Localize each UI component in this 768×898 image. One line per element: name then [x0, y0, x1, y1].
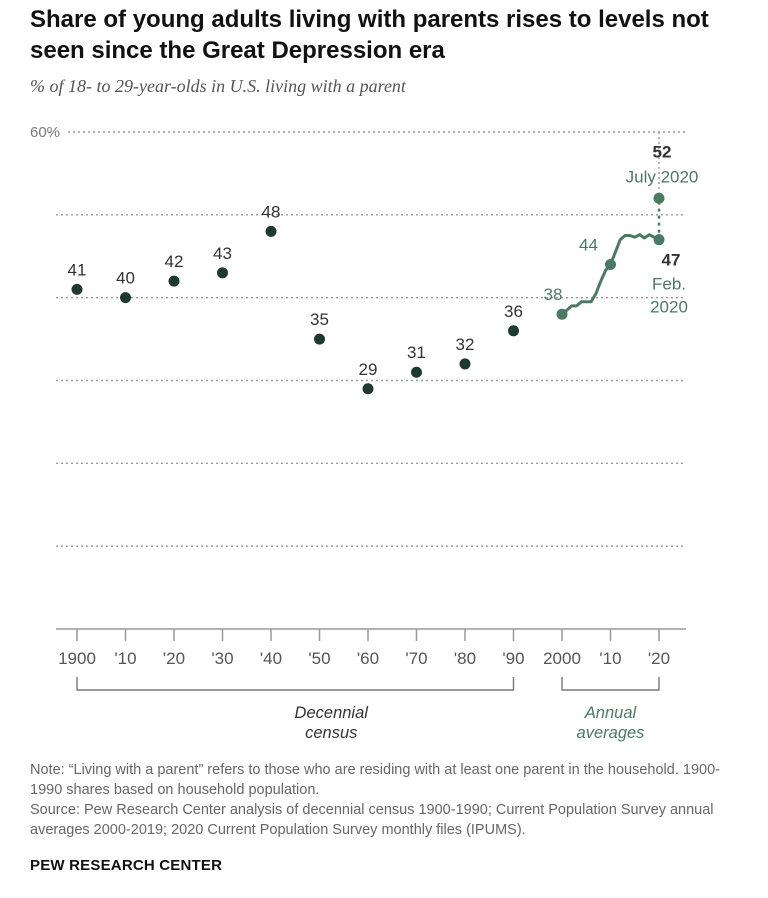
- x-tick-label: '70: [405, 649, 427, 668]
- x-tick-label: '60: [357, 649, 379, 668]
- data-point: [605, 259, 616, 271]
- data-point: [120, 292, 131, 304]
- annual-label: Annual: [584, 704, 638, 722]
- chart: 60% 1900 '10 '20 '30 '40 '50 '60 '70 '80 '90 2000 '…: [30, 124, 699, 742]
- x-tick-label: '30: [211, 649, 233, 668]
- decennial-bracket: [76, 677, 515, 691]
- data-label: 35: [310, 310, 329, 329]
- source-text: Source: Pew Research Center analysis of …: [30, 802, 714, 838]
- data-points: 41 40 42 43 48 35 29 31 32 36 38 44 47 Feb. 2020 52 July…: [68, 142, 699, 395]
- annual-series: [561, 132, 661, 316]
- x-tick-label: '20: [163, 649, 185, 668]
- chart-title: Share of young adults living with parent…: [30, 6, 709, 64]
- annotation-label: 2020: [650, 298, 688, 317]
- chart-subtitle: % of 18- to 29-year-olds in U.S. living …: [30, 76, 406, 96]
- y-tick-label: 60%: [30, 124, 60, 141]
- data-label: 40: [116, 269, 135, 288]
- x-tick-label: '10: [599, 649, 621, 668]
- annual-line: [561, 233, 660, 316]
- data-point-july-2020: [653, 192, 665, 204]
- data-label: 43: [213, 244, 232, 263]
- data-label: 48: [262, 202, 281, 221]
- data-label: 44: [579, 236, 598, 255]
- data-label: 31: [407, 343, 426, 362]
- gridlines: [56, 131, 686, 547]
- x-tick-label: 1900: [58, 649, 96, 668]
- note-text: Note: “Living with a parent” refers to t…: [30, 762, 720, 798]
- x-tick-label: '80: [454, 649, 476, 668]
- data-label: 38: [544, 285, 563, 304]
- x-axis: 1900 '10 '20 '30 '40 '50 '60 '70 '80 '90 2000 '10 '2…: [56, 628, 686, 668]
- data-point: [411, 366, 422, 378]
- brand-logo: PEW RESEARCH CENTER: [30, 857, 223, 874]
- data-label: 32: [456, 335, 475, 354]
- chart-notes: Note: “Living with a parent” refers to t…: [30, 760, 745, 840]
- data-label: 42: [165, 252, 184, 271]
- annotation-label: July 2020: [626, 167, 699, 186]
- group-brackets: Decennial census Annual averages: [76, 677, 660, 742]
- decennial-label: Decennial: [295, 704, 370, 722]
- data-label: 36: [504, 302, 523, 321]
- data-point-feb-2020: [653, 234, 665, 246]
- x-tick-label: 2000: [543, 649, 581, 668]
- decennial-label: census: [305, 724, 357, 742]
- data-point: [556, 308, 568, 320]
- data-point: [168, 275, 180, 287]
- data-label: 52: [653, 142, 672, 161]
- x-tick-label: '10: [114, 649, 136, 668]
- data-point: [362, 383, 374, 395]
- annual-bracket: [561, 677, 660, 691]
- annotation-label: Feb.: [652, 275, 686, 294]
- data-label: 47: [662, 251, 681, 270]
- x-tick-label: '40: [260, 649, 282, 668]
- data-point: [508, 325, 519, 337]
- data-point: [314, 333, 325, 345]
- x-tick-label: '20: [648, 649, 670, 668]
- data-point: [217, 267, 228, 279]
- data-label: 41: [68, 260, 87, 279]
- x-tick-label: '50: [308, 649, 330, 668]
- data-label: 29: [359, 360, 378, 379]
- x-tick-label: '90: [502, 649, 524, 668]
- data-point: [71, 283, 83, 295]
- data-point: [459, 358, 471, 370]
- annual-label: averages: [577, 724, 645, 742]
- data-point: [265, 225, 277, 237]
